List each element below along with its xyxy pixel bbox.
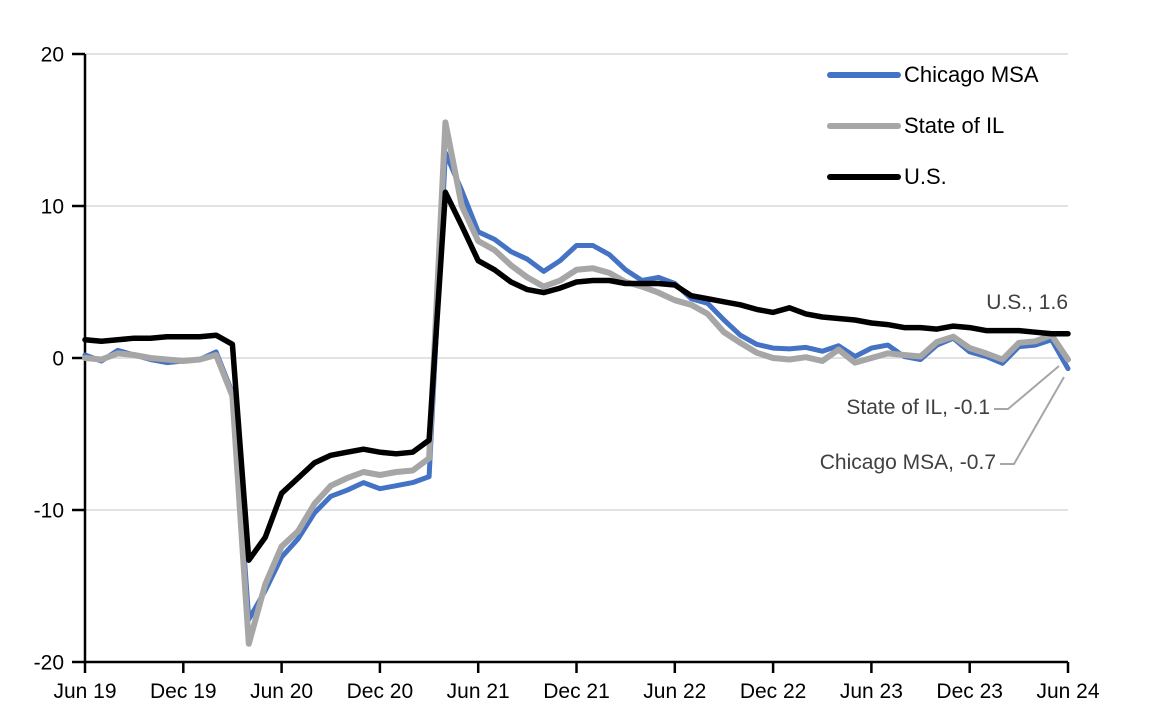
x-axis-tick-label: Dec 20 bbox=[347, 680, 414, 703]
x-axis-tick-label: Dec 19 bbox=[150, 680, 217, 703]
y-axis-tick-label: 10 bbox=[41, 196, 64, 219]
legend-label-chicago-msa: Chicago MSA bbox=[904, 61, 1039, 87]
leader-line-chicago-msa bbox=[1000, 376, 1065, 465]
data-label-chicago-msa: Chicago MSA, -0.7 bbox=[819, 451, 996, 474]
legend-swatch-state-of-il-icon bbox=[827, 122, 901, 129]
y-axis-tick-label: 20 bbox=[41, 44, 64, 67]
y-axis-tick-label: -20 bbox=[34, 652, 64, 675]
data-label-state-of-il: State of IL, -0.1 bbox=[846, 396, 990, 419]
x-axis-tick-label: Jun 22 bbox=[643, 680, 706, 703]
x-axis-tick-label: Dec 21 bbox=[543, 680, 610, 703]
y-axis-tick-label: -10 bbox=[34, 500, 64, 523]
x-axis-tick-label: Jun 20 bbox=[250, 680, 313, 703]
x-axis-tick-label: Jun 21 bbox=[447, 680, 510, 703]
series-line-u-s- bbox=[82, 189, 1071, 563]
legend-swatch-chicago-msa-icon bbox=[827, 71, 901, 78]
x-axis-tick-label: Dec 22 bbox=[740, 680, 807, 703]
series-line-state-of-il bbox=[82, 119, 1071, 647]
legend-item-state-of-il[interactable]: State of IL bbox=[827, 112, 1039, 139]
x-axis-tick-label: Jun 23 bbox=[840, 680, 903, 703]
series-line-chicago-msa bbox=[82, 150, 1071, 622]
legend-swatch-us-icon bbox=[827, 173, 901, 180]
leader-line-state-of-il bbox=[994, 365, 1060, 410]
legend-label-state-of-il: State of IL bbox=[904, 112, 1005, 138]
x-axis-tick-label: Jun 19 bbox=[53, 680, 116, 703]
data-label-us: U.S., 1.6 bbox=[986, 291, 1068, 314]
y-axis-tick-label: 0 bbox=[52, 348, 64, 371]
legend-item-us[interactable]: U.S. bbox=[827, 163, 1039, 190]
legend-label-us: U.S. bbox=[904, 163, 947, 189]
legend-item-chicago-msa[interactable]: Chicago MSA bbox=[827, 61, 1039, 88]
chart-legend: Chicago MSA State of IL U.S. bbox=[827, 61, 1039, 190]
x-axis-tick-label: Jun 24 bbox=[1036, 680, 1099, 703]
x-axis-tick-label: Dec 23 bbox=[936, 680, 1003, 703]
